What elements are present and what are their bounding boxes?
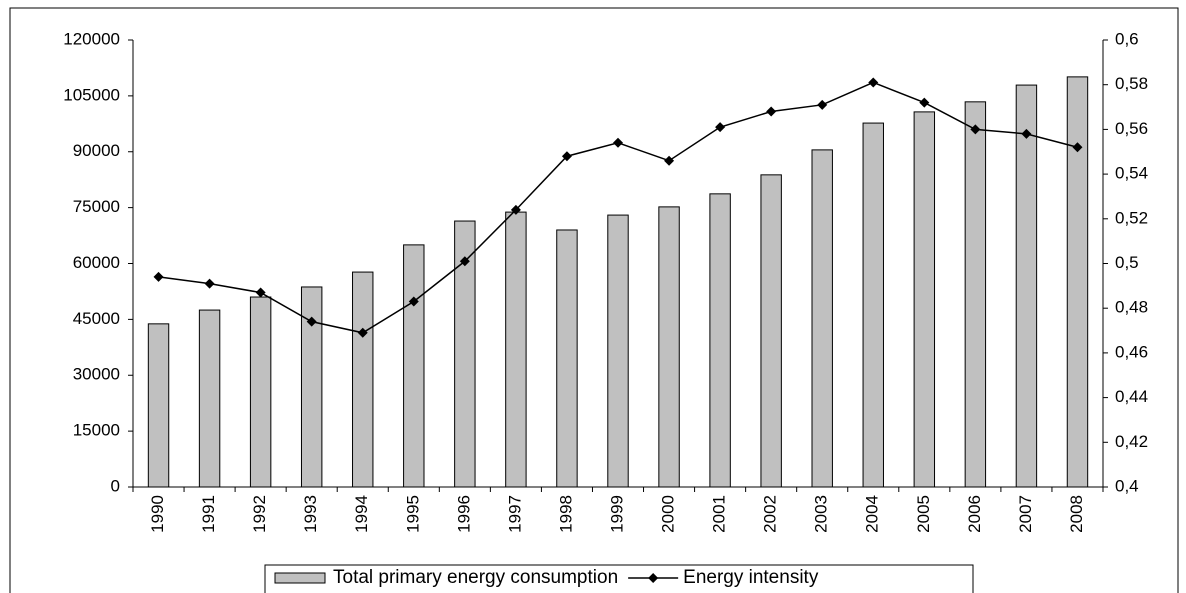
legend-label: Total primary energy consumption <box>333 567 618 588</box>
marker <box>561 151 572 162</box>
y2-tick-label: 0,52 <box>1115 208 1148 227</box>
bar <box>1015 84 1038 488</box>
x-tick-label: 1997 <box>505 495 524 533</box>
y2-tick-label: 0,6 <box>1115 29 1139 48</box>
x-tick-label: 1998 <box>556 495 575 533</box>
x-tick-label: 2001 <box>710 495 729 533</box>
legend-frame <box>264 564 974 593</box>
marker <box>510 204 521 215</box>
legend-swatch <box>274 572 326 584</box>
y-tick-label: 0 <box>111 476 120 495</box>
y-tick-label: 60000 <box>73 253 120 272</box>
marker <box>970 124 981 135</box>
y2-tick-label: 0,54 <box>1115 164 1148 183</box>
y-tick-label: 105000 <box>63 85 120 104</box>
legend-label: Energy intensity <box>683 567 819 588</box>
legend: Total primary energy consumption Energy i… <box>264 564 974 593</box>
x-tick-label: 1990 <box>148 495 167 533</box>
bar <box>913 111 936 488</box>
bar <box>147 323 170 488</box>
x-tick-label: 2003 <box>812 495 831 533</box>
y-tick-label: 90000 <box>73 141 120 160</box>
y2-tick-label: 0,42 <box>1115 432 1148 451</box>
bar <box>454 220 476 488</box>
marker <box>817 99 828 110</box>
bar <box>352 271 374 488</box>
bar <box>658 206 680 488</box>
marker <box>1072 142 1083 153</box>
bar <box>760 174 782 488</box>
x-tick-label: 2000 <box>659 495 678 533</box>
y2-tick-label: 0,4 <box>1115 476 1139 495</box>
bar <box>300 286 323 488</box>
y-tick-label: 75000 <box>73 197 120 216</box>
marker <box>459 256 470 267</box>
x-tick-label: 2008 <box>1067 495 1086 533</box>
y2-tick-label: 0,56 <box>1115 119 1148 138</box>
bar <box>607 214 629 488</box>
chart-frame <box>9 7 1179 593</box>
x-tick-label: 2002 <box>761 495 780 533</box>
bar <box>198 309 221 488</box>
marker <box>1021 128 1032 139</box>
y-tick-label: 45000 <box>73 309 120 328</box>
x-tick-label: 2004 <box>863 495 882 533</box>
y2-tick-label: 0,46 <box>1115 342 1148 361</box>
bar <box>403 244 425 488</box>
x-tick-label: 1995 <box>403 495 422 533</box>
bar <box>811 149 833 488</box>
bar <box>1066 76 1089 488</box>
x-tick-label: 1993 <box>301 495 320 533</box>
marker <box>204 278 215 289</box>
marker <box>664 155 675 166</box>
x-tick-label: 1996 <box>454 495 473 533</box>
bar <box>556 229 578 488</box>
marker <box>357 327 368 338</box>
marker <box>613 137 623 148</box>
bar <box>505 211 527 488</box>
x-tick-label: 2005 <box>914 495 933 533</box>
marker <box>306 316 317 327</box>
x-tick-label: 1992 <box>250 495 269 533</box>
x-tick-label: 1991 <box>199 495 218 533</box>
marker <box>715 122 726 133</box>
y2-tick-label: 0,5 <box>1115 253 1139 272</box>
marker <box>766 106 777 117</box>
y-tick-label: 30000 <box>73 365 120 384</box>
bar <box>964 101 987 488</box>
y2-tick-label: 0,48 <box>1115 298 1148 317</box>
x-tick-label: 1999 <box>607 495 626 533</box>
marker <box>868 77 879 88</box>
y2-tick-label: 0,44 <box>1115 387 1148 406</box>
marker <box>408 296 419 307</box>
x-tick-label: 2006 <box>965 495 984 533</box>
bar <box>709 193 731 488</box>
legend-marker <box>648 573 659 583</box>
bar <box>249 296 272 488</box>
x-tick-label: 1994 <box>352 495 371 533</box>
bar <box>862 122 884 488</box>
x-tick-label: 2007 <box>1016 495 1035 533</box>
marker <box>919 97 930 108</box>
y2-tick-label: 0,58 <box>1115 74 1148 93</box>
marker <box>255 287 266 298</box>
y-tick-label: 15000 <box>73 421 120 440</box>
marker <box>153 271 164 282</box>
y-tick-label: 120000 <box>63 29 120 48</box>
